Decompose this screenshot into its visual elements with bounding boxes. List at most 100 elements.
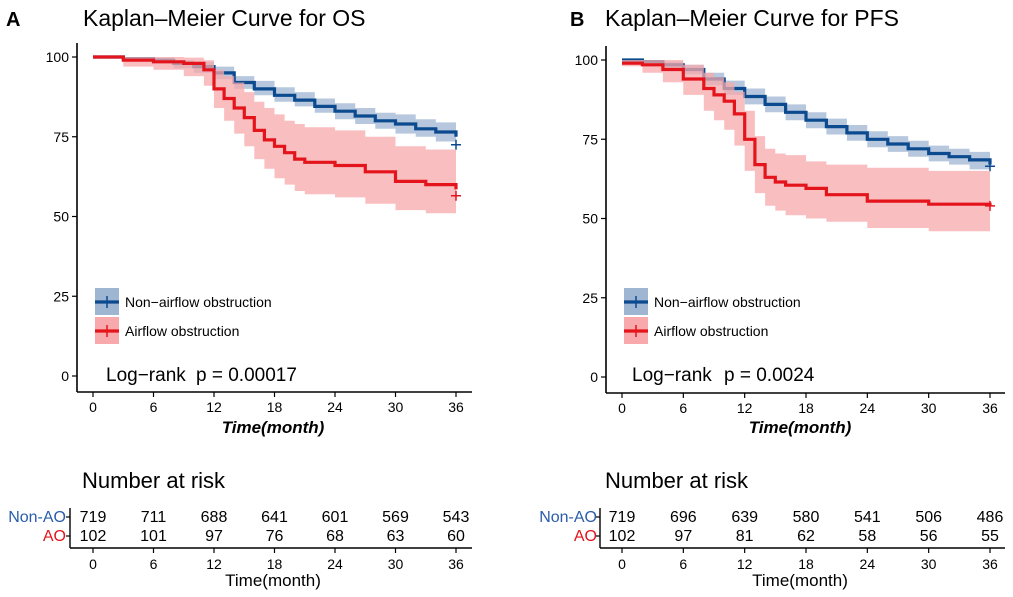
censor-mark: [985, 161, 995, 172]
y-tick-label: 0: [590, 369, 598, 385]
risk-count: 688: [201, 509, 228, 526]
risk-x-tick-label: 0: [618, 556, 626, 572]
risk-row-label: Non-AO: [8, 509, 66, 526]
x-tick-label: 30: [921, 400, 937, 416]
y-tick-label: 75: [582, 131, 598, 147]
risk-count: 60: [447, 528, 465, 545]
y-tick-label: 0: [61, 368, 69, 384]
risk-x-axis-label: Time(month): [225, 571, 321, 590]
risk-x-tick-label: 24: [860, 556, 876, 572]
risk-row-label: AO: [43, 528, 66, 545]
y-tick-label: 75: [53, 129, 69, 145]
x-tick-label: 24: [327, 399, 343, 415]
risk-count: 62: [797, 528, 815, 545]
confidence-band: [93, 57, 456, 217]
x-tick-label: 18: [798, 400, 814, 416]
risk-count: 55: [981, 528, 999, 545]
risk-count: 102: [80, 528, 107, 545]
confidence-band: [622, 60, 990, 235]
x-axis-label: Time(month): [749, 418, 852, 437]
risk-count: 719: [609, 509, 636, 526]
risk-count: 580: [793, 509, 820, 526]
risk-table-title: Number at risk: [605, 468, 749, 493]
risk-x-tick-label: 18: [798, 556, 814, 572]
panel-label: A: [6, 9, 20, 31]
panel-b: B Kaplan–Meier Curve for PFS 0 25 50 75 100 0 6 1…: [539, 5, 1005, 590]
x-axis-label: Time(month): [222, 418, 325, 437]
legend-item: Non−airflow obstruction: [95, 288, 272, 315]
legend-label: Non−airflow obstruction: [125, 294, 272, 310]
x-tick-label: 6: [150, 399, 158, 415]
risk-count: 541: [854, 509, 881, 526]
y-tick-label: 100: [46, 49, 70, 65]
risk-count: 719: [80, 509, 107, 526]
survival-curve: [622, 61, 992, 206]
risk-count: 569: [382, 509, 409, 526]
x-tick-label: 30: [388, 399, 404, 415]
y-tick-label: 50: [582, 211, 598, 227]
risk-x-tick-label: 0: [89, 556, 97, 572]
x-tick-label: 36: [448, 399, 464, 415]
risk-count: 506: [915, 509, 942, 526]
risk-count: 97: [205, 528, 223, 545]
x-tick-label: 18: [267, 399, 283, 415]
p-value: p = 0.0024: [724, 365, 815, 386]
risk-count: 97: [674, 528, 692, 545]
chart-title: Kaplan–Meier Curve for PFS: [605, 5, 899, 31]
chart-title: Kaplan–Meier Curve for OS: [83, 5, 366, 31]
risk-count: 601: [322, 509, 349, 526]
risk-row-label: AO: [574, 528, 597, 545]
risk-x-tick-label: 6: [679, 556, 687, 572]
risk-x-tick-label: 36: [448, 556, 464, 572]
censor-mark: [451, 139, 461, 150]
risk-x-tick-label: 24: [327, 556, 343, 572]
risk-table: Number at risk Non-AO 719 711 688 641 601 569 54…: [8, 468, 472, 590]
risk-count: 76: [266, 528, 284, 545]
series-ao: [622, 60, 995, 235]
y-tick-label: 25: [582, 290, 598, 306]
risk-count: 711: [141, 509, 167, 526]
risk-count: 81: [736, 528, 754, 545]
censor-mark: [451, 190, 461, 201]
risk-x-tick-label: 30: [388, 556, 404, 572]
legend-item: Airflow obstruction: [95, 317, 239, 344]
x-tick-label: 12: [737, 400, 753, 416]
legend-item: Non−airflow obstruction: [624, 288, 801, 315]
risk-count: 102: [609, 528, 636, 545]
risk-table-title: Number at risk: [82, 468, 226, 493]
risk-x-axis-label: Time(month): [752, 571, 848, 590]
risk-count: 696: [670, 509, 697, 526]
logrank-label: Log−rank: [106, 365, 186, 386]
censor-mark: [985, 200, 995, 211]
risk-x-tick-label: 12: [206, 556, 222, 572]
risk-row-label: Non-AO: [539, 509, 597, 526]
legend-label: Airflow obstruction: [654, 323, 768, 339]
risk-count: 641: [261, 509, 288, 526]
risk-x-tick-label: 12: [737, 556, 753, 572]
y-tick-label: 25: [53, 288, 69, 304]
risk-count: 543: [443, 509, 470, 526]
series-ao: [93, 55, 461, 217]
confidence-band: [93, 57, 456, 147]
logrank-label: Log−rank: [632, 365, 712, 386]
risk-count: 101: [140, 528, 167, 545]
x-tick-label: 0: [618, 400, 626, 416]
x-tick-label: 6: [679, 400, 687, 416]
panel-a: A Kaplan–Meier Curve for OS 0 25 50 75 100 0 6 12…: [6, 5, 472, 590]
legend-label: Airflow obstruction: [125, 323, 239, 339]
p-value: p = 0.00017: [196, 365, 297, 386]
risk-count: 63: [387, 528, 405, 545]
risk-x-tick-label: 30: [921, 556, 937, 572]
x-tick-label: 24: [860, 400, 876, 416]
y-tick-label: 50: [53, 209, 69, 225]
survival-curve: [93, 55, 458, 190]
x-tick-label: 12: [206, 399, 222, 415]
panel-label: B: [570, 9, 584, 31]
risk-count: 56: [920, 528, 938, 545]
risk-count: 68: [326, 528, 344, 545]
legend-item: Airflow obstruction: [624, 317, 768, 344]
x-tick-label: 0: [89, 399, 97, 415]
risk-count: 58: [858, 528, 876, 545]
legend-label: Non−airflow obstruction: [654, 294, 801, 310]
